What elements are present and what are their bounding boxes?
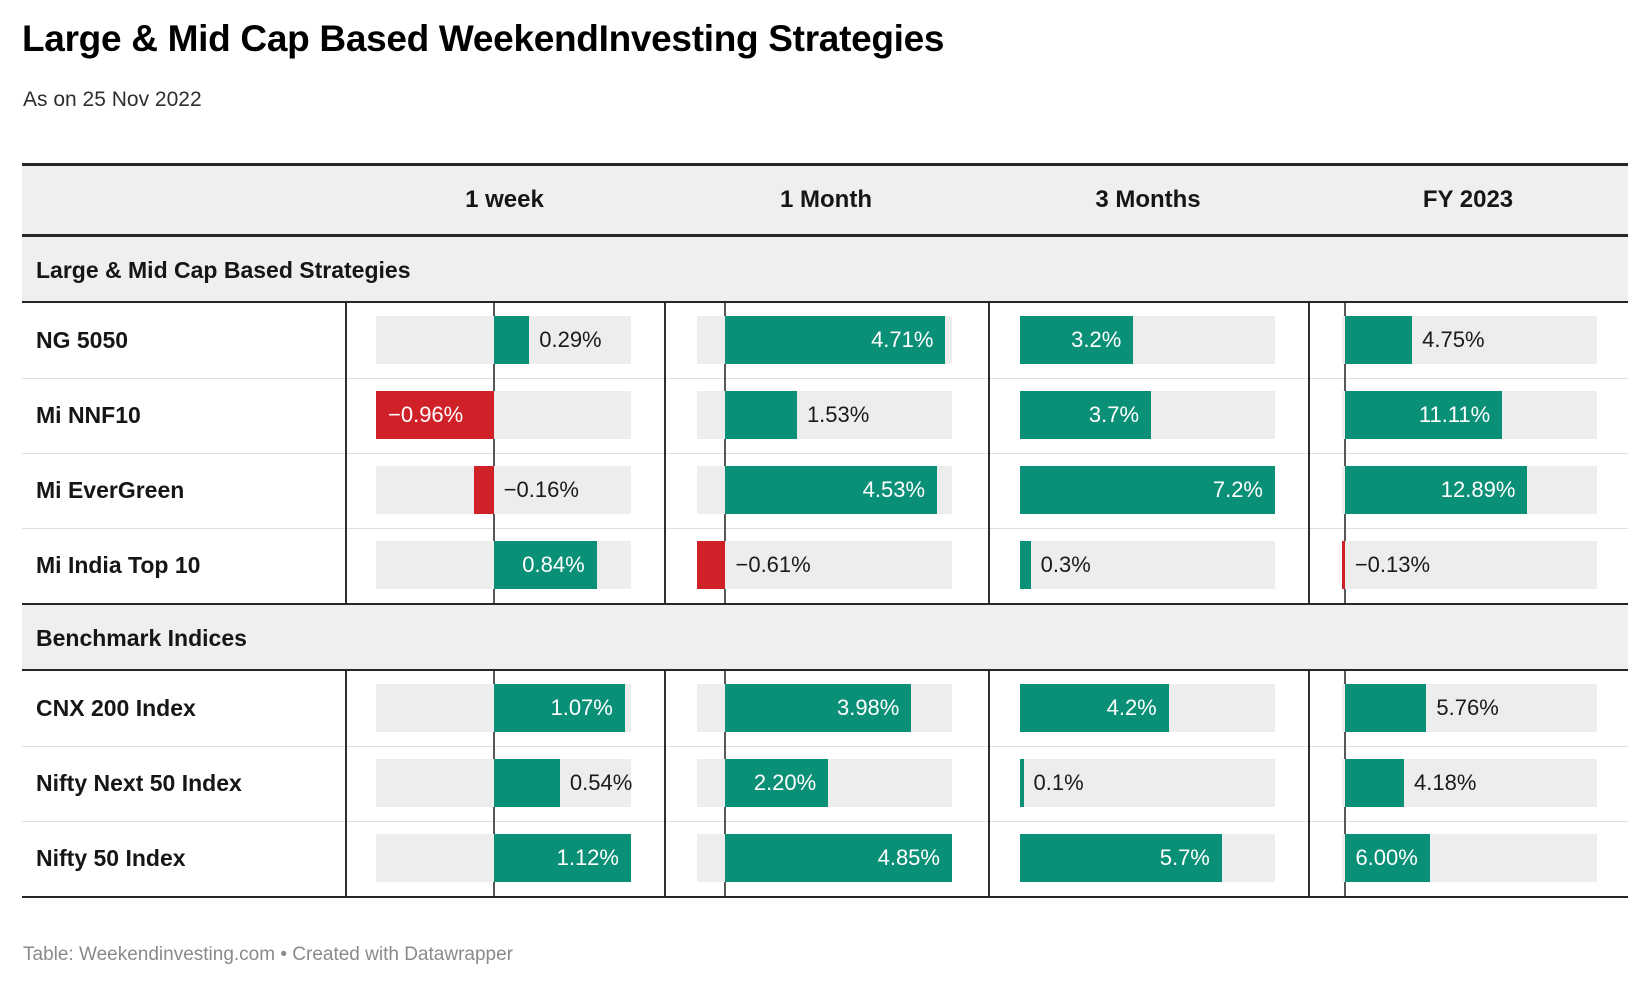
bar-value-label: 0.84% <box>522 552 585 577</box>
column-separator <box>664 671 666 896</box>
row-label: Mi EverGreen <box>36 477 185 503</box>
row-label: NG 5050 <box>36 327 129 353</box>
positive-bar <box>493 759 560 807</box>
column-separator <box>988 303 990 603</box>
negative-bar <box>1341 541 1345 589</box>
positive-bar <box>493 541 597 589</box>
row-separator <box>22 821 1628 822</box>
positive-bar <box>493 316 530 364</box>
positive-bar <box>1020 759 1024 807</box>
column-header-3-months: 3 Months <box>1095 186 1201 213</box>
bar-track <box>697 541 952 589</box>
bar-value-label: 4.85% <box>877 845 940 870</box>
positive-bar <box>1020 684 1169 732</box>
bar-value-label: −0.61% <box>735 552 811 577</box>
bar-value-label: 7.2% <box>1212 477 1263 502</box>
positive-bar <box>1344 834 1430 882</box>
row-label: Mi NNF10 <box>36 402 141 428</box>
positive-bar <box>1344 466 1528 514</box>
positive-bar <box>1344 759 1405 807</box>
positive-bar <box>1020 391 1152 439</box>
positive-bar <box>1020 541 1031 589</box>
column-separator <box>345 303 347 603</box>
bar-value-label: 0.1% <box>1033 770 1084 795</box>
bar-value-label: 4.18% <box>1414 770 1477 795</box>
bar-value-label: 11.11% <box>1418 402 1491 427</box>
positive-bar <box>1020 834 1222 882</box>
bar-value-label: 4.2% <box>1106 695 1157 720</box>
row-separator <box>22 378 1628 379</box>
row-label: Mi India Top 10 <box>36 552 201 578</box>
column-separator <box>1308 671 1310 896</box>
bar-value-label: 0.54% <box>569 770 633 795</box>
section-header: Large & Mid Cap Based Strategies <box>22 237 1628 303</box>
positive-bar <box>725 759 829 807</box>
negative-bar <box>697 541 726 589</box>
bar-value-label: 4.75% <box>1422 327 1485 352</box>
positive-bar <box>493 684 625 732</box>
zero-axis-line <box>1343 303 1346 603</box>
bar-value-label: 6.00% <box>1355 845 1418 870</box>
bar-value-label: 0.29% <box>539 327 602 352</box>
bar-value-label: −0.96% <box>388 402 464 427</box>
bar-value-label: 1.07% <box>550 695 613 720</box>
bar-value-label: −0.16% <box>503 477 579 502</box>
bar-track <box>376 466 631 514</box>
row-label: CNX 200 Index <box>36 695 196 721</box>
negative-bar <box>474 466 494 514</box>
page-title: Large & Mid Cap Based WeekendInvesting S… <box>22 18 945 59</box>
bar-track <box>1020 759 1275 807</box>
row-label: Nifty Next 50 Index <box>36 770 242 796</box>
column-header-1-week: 1 week <box>465 186 544 213</box>
row-label: Nifty 50 Index <box>36 845 186 871</box>
table-body: Large & Mid Cap Based Strategies NG 5050 0… <box>22 237 1628 898</box>
row-separator <box>22 453 1628 454</box>
positive-bar <box>725 684 912 732</box>
bar-value-label: 3.2% <box>1071 327 1122 352</box>
column-header-fy-2023: FY 2023 <box>1422 186 1514 213</box>
subtitle-date: As on 25 Nov 2022 <box>23 88 202 111</box>
bar-value-label: 4.53% <box>862 477 926 502</box>
bar-value-label: 4.71% <box>871 327 934 352</box>
positive-bar <box>1020 466 1275 514</box>
positive-bar <box>725 391 797 439</box>
positive-bar <box>1344 316 1413 364</box>
row-separator <box>22 528 1628 529</box>
positive-bar <box>725 316 946 364</box>
section-rows: NG 5050 0.29% 4.71% 3.2% 4.75% Mi NNF10 −0.96%… <box>22 303 1628 605</box>
positive-bar <box>1344 391 1503 439</box>
row-separator <box>22 746 1628 747</box>
table-header-row: 1 week 1 Month 3 Months FY 2023 <box>22 163 1628 237</box>
bar-track <box>1342 541 1597 589</box>
bar-value-label: 3.7% <box>1088 402 1140 427</box>
section-header: Benchmark Indices <box>22 605 1628 671</box>
bar-value-label: −0.13% <box>1354 552 1431 577</box>
column-header-1-month: 1 Month <box>780 186 872 213</box>
positive-bar <box>725 834 952 882</box>
bar-value-label: 5.76% <box>1436 695 1499 720</box>
positive-bar <box>1020 316 1134 364</box>
bar-value-label: 2.20% <box>753 770 817 795</box>
bar-track <box>1020 541 1275 589</box>
bar-value-label: 1.53% <box>806 402 870 427</box>
section-rows: CNX 200 Index 1.07% 3.98% 4.2% 5.76% Nifty Ne… <box>22 671 1628 898</box>
bar-value-label: 3.98% <box>836 695 900 720</box>
positive-bar <box>1344 684 1427 732</box>
attribution-footer: Table: Weekendinvesting.com • Created wi… <box>23 944 513 965</box>
negative-bar <box>376 391 494 439</box>
column-separator <box>664 303 666 603</box>
column-separator <box>988 671 990 896</box>
zero-axis-line <box>492 303 495 603</box>
positive-bar <box>725 466 938 514</box>
column-separator <box>345 671 347 896</box>
positive-bar <box>493 834 631 882</box>
strategies-performance-table: 1 week 1 Month 3 Months FY 2023 Large & … <box>22 163 1628 898</box>
bar-value-label: 0.3% <box>1040 552 1091 577</box>
bar-value-label: 5.7% <box>1159 845 1210 870</box>
bar-value-label: 1.12% <box>556 845 619 870</box>
zero-axis-line <box>724 303 727 603</box>
column-separator <box>1308 303 1310 603</box>
bar-value-label: 12.89% <box>1440 477 1516 502</box>
